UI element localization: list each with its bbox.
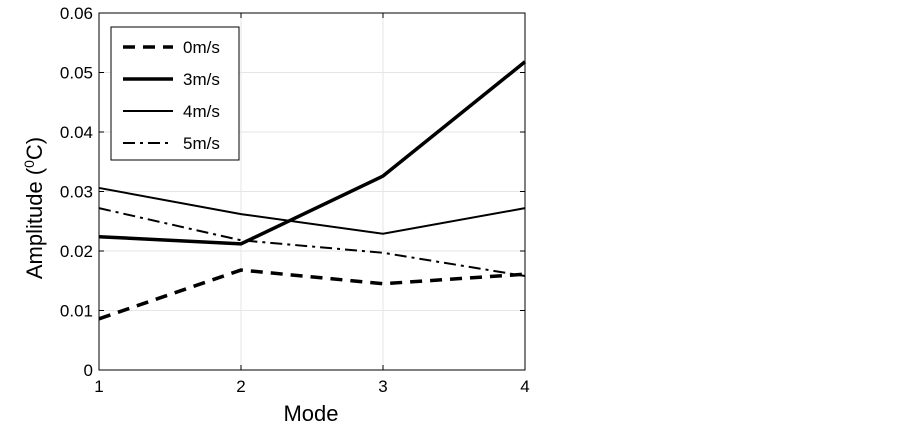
y-tick-label: 0.01 xyxy=(60,302,93,321)
y-axis-title-superscript: 0 xyxy=(21,160,37,168)
legend-box xyxy=(110,26,240,161)
y-tick-label: 0.03 xyxy=(60,183,93,202)
series-line-5m-per-s xyxy=(98,207,526,277)
x-axis-title: Mode xyxy=(283,401,338,426)
legend-label: 3m/s xyxy=(183,70,220,89)
legend-label: 5m/s xyxy=(183,134,220,153)
series-line-4m-per-s xyxy=(98,186,526,235)
series-line-0m-per-s xyxy=(98,268,526,321)
x-tick-label: 2 xyxy=(236,377,245,396)
y-tick-label: 0.05 xyxy=(60,64,93,83)
y-tick-label: 0.02 xyxy=(60,242,93,261)
legend-label: 0m/s xyxy=(183,38,220,57)
x-tick-label: 4 xyxy=(520,377,529,396)
x-tick-label: 3 xyxy=(378,377,387,396)
tick-layer: 0 0.01 0.02 0.03 0.04 0.05 0.06 1 2 3 4 xyxy=(60,4,530,396)
y-axis-title-prefix: Amplitude ( xyxy=(22,167,47,279)
series-layer xyxy=(98,60,527,321)
x-tick-label: 1 xyxy=(94,377,103,396)
series-line-3m-per-s xyxy=(98,60,527,246)
y-tick-label: 0 xyxy=(84,361,93,380)
y-axis-title: Amplitude (0C) xyxy=(21,137,47,279)
y-axis-title-suffix: C) xyxy=(22,137,47,160)
legend-label: 4m/s xyxy=(183,102,220,121)
legend: 0m/s 3m/s 4m/s 5m/s xyxy=(110,26,240,161)
y-tick-label: 0.04 xyxy=(60,123,93,142)
y-tick-label: 0.06 xyxy=(60,4,93,23)
